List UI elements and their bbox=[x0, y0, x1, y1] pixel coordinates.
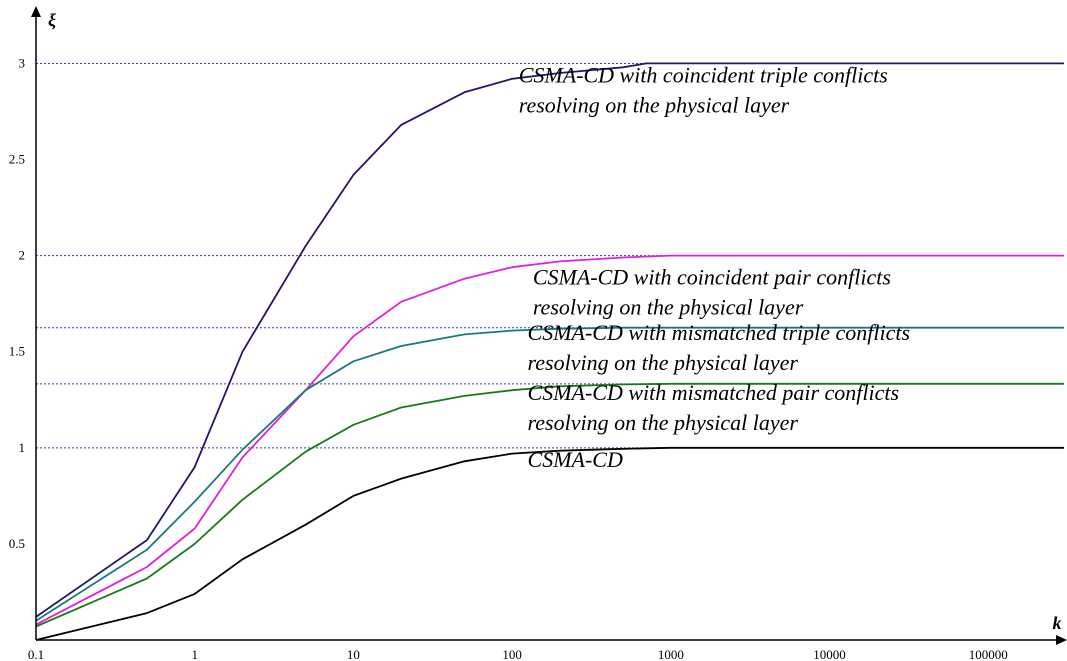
annotation-0: CSMA-CD with coincident triple conflicts… bbox=[519, 63, 888, 118]
annotation-3-line-1: resolving on the physical layer bbox=[528, 410, 799, 435]
x-tick-label-5: 10000 bbox=[813, 647, 846, 661]
y-tick-label-4: 2.5 bbox=[9, 152, 25, 167]
x-tick-label-6: 100000 bbox=[969, 647, 1008, 661]
y-tick-label-5: 3 bbox=[19, 55, 26, 70]
series-line-4 bbox=[35, 446, 1064, 641]
series-line-2 bbox=[35, 326, 1064, 622]
annotation-1: CSMA-CD with coincident pair conflicts re… bbox=[533, 264, 891, 319]
annotation-4: CSMA-CD bbox=[528, 447, 623, 472]
x-tick-label-2: 10 bbox=[347, 647, 360, 661]
y-axis-arrow bbox=[31, 6, 41, 17]
x-tick-label-1: 1 bbox=[191, 647, 198, 661]
x-axis-label: k bbox=[1053, 613, 1062, 633]
y-axis-label: ξ bbox=[48, 10, 56, 31]
series-line-0 bbox=[35, 62, 1064, 618]
annotation-2-line-0: CSMA-CD with mismatched triple conflicts bbox=[528, 320, 911, 345]
annotation-1-line-0: CSMA-CD with coincident pair conflicts bbox=[533, 264, 891, 289]
x-tick-label-3: 100 bbox=[502, 647, 522, 661]
x-tick-labels: 0.1 1 10 100 1000 10000 100000 bbox=[28, 647, 1008, 661]
y-tick-label-3: 2 bbox=[19, 248, 26, 263]
y-tick-label-0: 0.5 bbox=[9, 536, 25, 551]
y-tick-label-1: 1 bbox=[19, 440, 26, 455]
y-tick-label-2: 1.5 bbox=[9, 344, 25, 359]
y-tick-labels: 0.5 1 1.5 2 2.5 3 bbox=[9, 55, 25, 550]
x-axis-arrow bbox=[1056, 635, 1067, 645]
annotation-0-line-0: CSMA-CD with coincident triple conflicts bbox=[519, 63, 888, 88]
annotations: CSMA-CD with coincident triple conflicts… bbox=[519, 63, 910, 472]
series-lines bbox=[35, 62, 1064, 641]
annotation-1-line-1: resolving on the physical layer bbox=[533, 294, 804, 319]
annotation-4-line-0: CSMA-CD bbox=[528, 447, 623, 472]
x-tick-label-0: 0.1 bbox=[28, 647, 44, 661]
series-line-3 bbox=[35, 382, 1064, 628]
annotation-0-line-1: resolving on the physical layer bbox=[519, 93, 790, 118]
x-tick-label-4: 1000 bbox=[658, 647, 684, 661]
annotation-3: CSMA-CD with mismatched pair conflicts re… bbox=[528, 380, 900, 435]
annotation-2-line-1: resolving on the physical layer bbox=[528, 350, 799, 375]
series-line-1 bbox=[35, 254, 1064, 626]
axes: k ξ bbox=[31, 6, 1067, 645]
annotation-2: CSMA-CD with mismatched triple conflicts… bbox=[528, 320, 911, 375]
annotation-3-line-0: CSMA-CD with mismatched pair conflicts bbox=[528, 380, 900, 405]
